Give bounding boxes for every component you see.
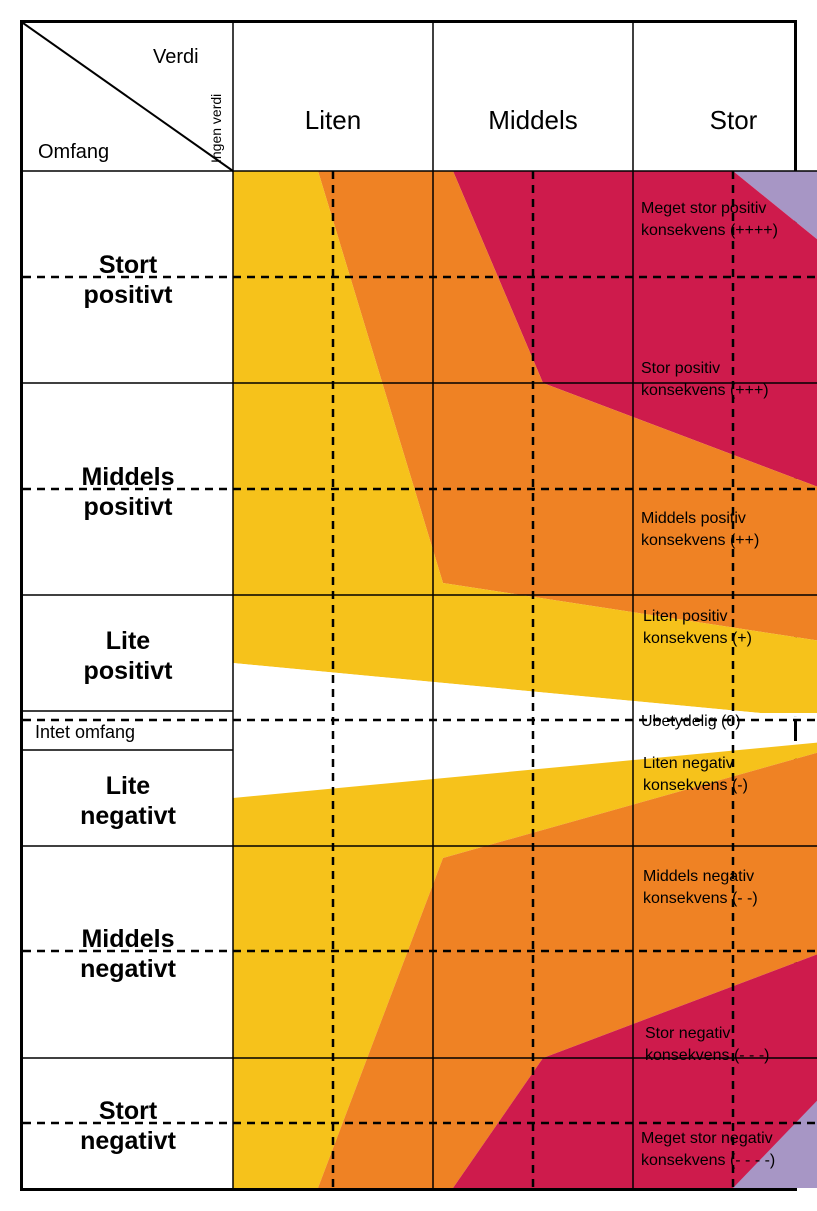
row-label-intet: Intet omfang bbox=[35, 722, 135, 742]
row-label-4: Middelsnegativt bbox=[80, 925, 177, 983]
header-omfang: Omfang bbox=[38, 141, 109, 163]
col-header-1: Middels bbox=[488, 105, 578, 135]
col-header-2: Stor bbox=[710, 105, 758, 135]
col-header-0: Liten bbox=[305, 105, 361, 135]
row-label-3: Litenegativt bbox=[80, 772, 177, 830]
zone-label-4: Ubetydelig (0) bbox=[641, 713, 741, 730]
consequence-matrix: Verdi Omfang Ingen verdi Liten Middels Stor St… bbox=[20, 20, 797, 1191]
header-verdi: Verdi bbox=[153, 46, 199, 68]
row-label-0: Stortpositivt bbox=[84, 251, 174, 309]
row-label-5: Stortnegativt bbox=[80, 1097, 177, 1155]
matrix-svg: Verdi Omfang Ingen verdi Liten Middels Stor St… bbox=[23, 23, 817, 1188]
header-ingen-verdi: Ingen verdi bbox=[208, 94, 224, 163]
row-label-2: Litepositivt bbox=[84, 627, 174, 685]
row-label-1: Middelspositivt bbox=[81, 463, 174, 521]
